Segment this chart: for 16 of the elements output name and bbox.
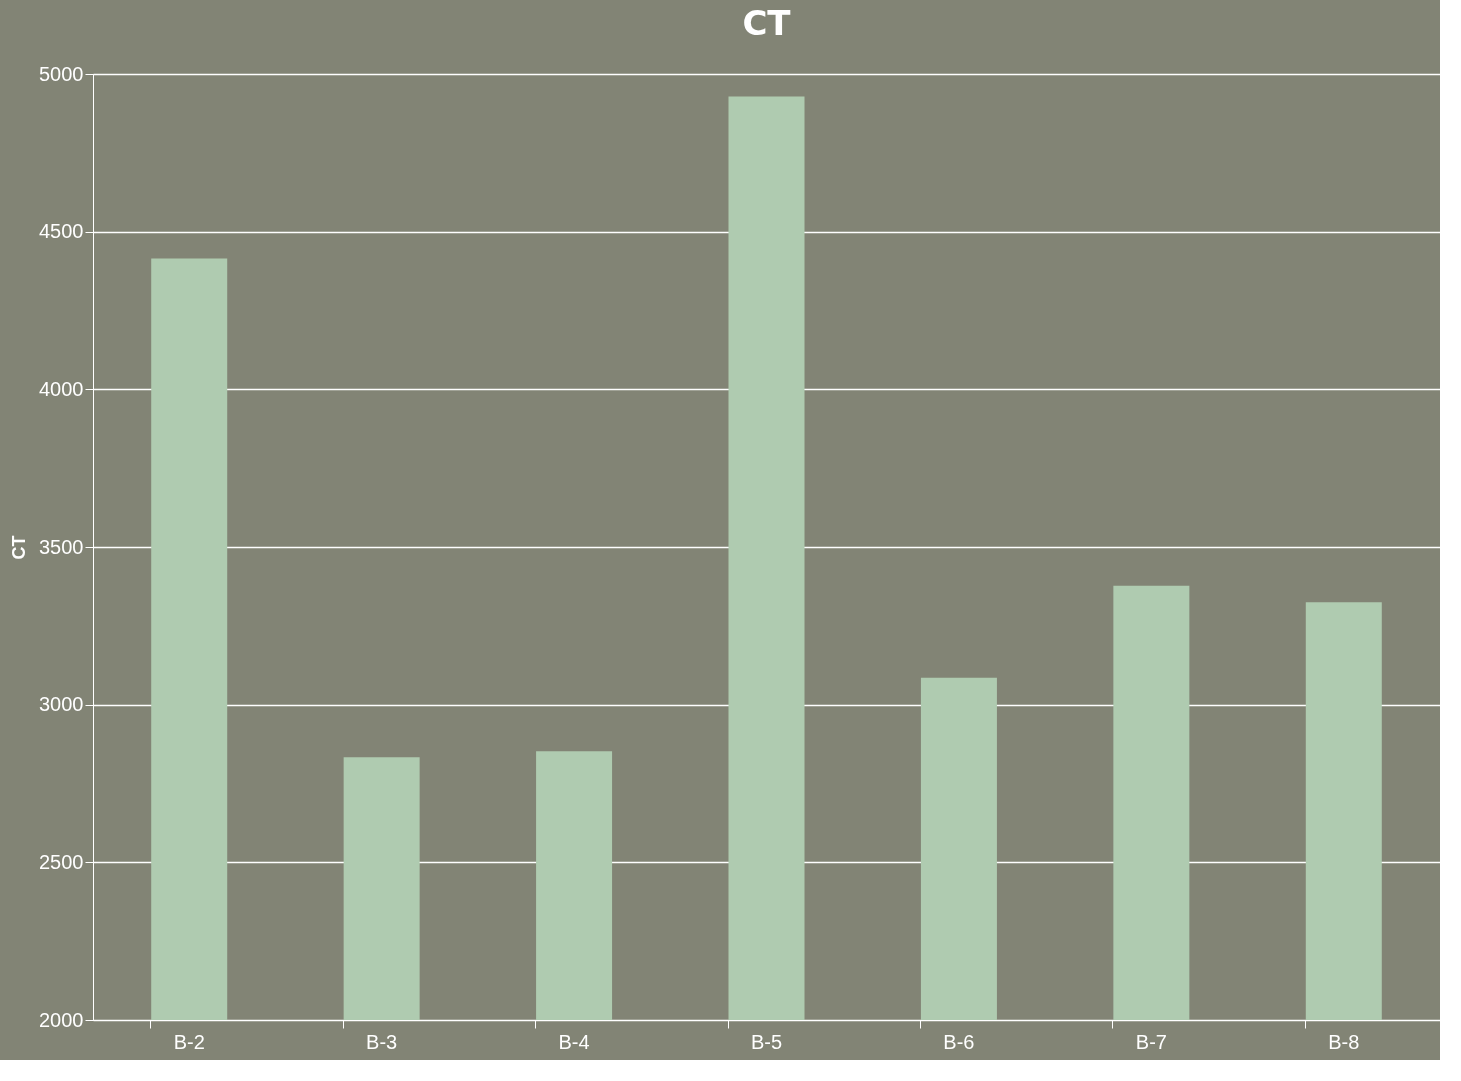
x-tick-label: B-7 [1135,1030,1167,1053]
y-tick-label: 5000 [39,62,84,85]
x-tick-label: B-4 [558,1030,590,1053]
chart-title: CT [742,3,792,43]
x-tick-label: B-6 [943,1030,975,1053]
x-tick-label: B-2 [173,1030,205,1053]
x-tick-label: B-3 [366,1030,398,1053]
y-axis-title: CT [9,535,30,560]
y-tick-label: 4500 [39,220,84,243]
y-tick-label: 3000 [39,693,84,716]
x-tick-label: B-8 [1328,1030,1360,1053]
y-tick-label: 4000 [39,377,84,400]
y-tick-label: 2000 [39,1008,84,1031]
y-tick-label: 2500 [39,850,84,873]
y-tick-label: 3500 [39,535,84,558]
x-tick-label: B-5 [750,1030,783,1053]
